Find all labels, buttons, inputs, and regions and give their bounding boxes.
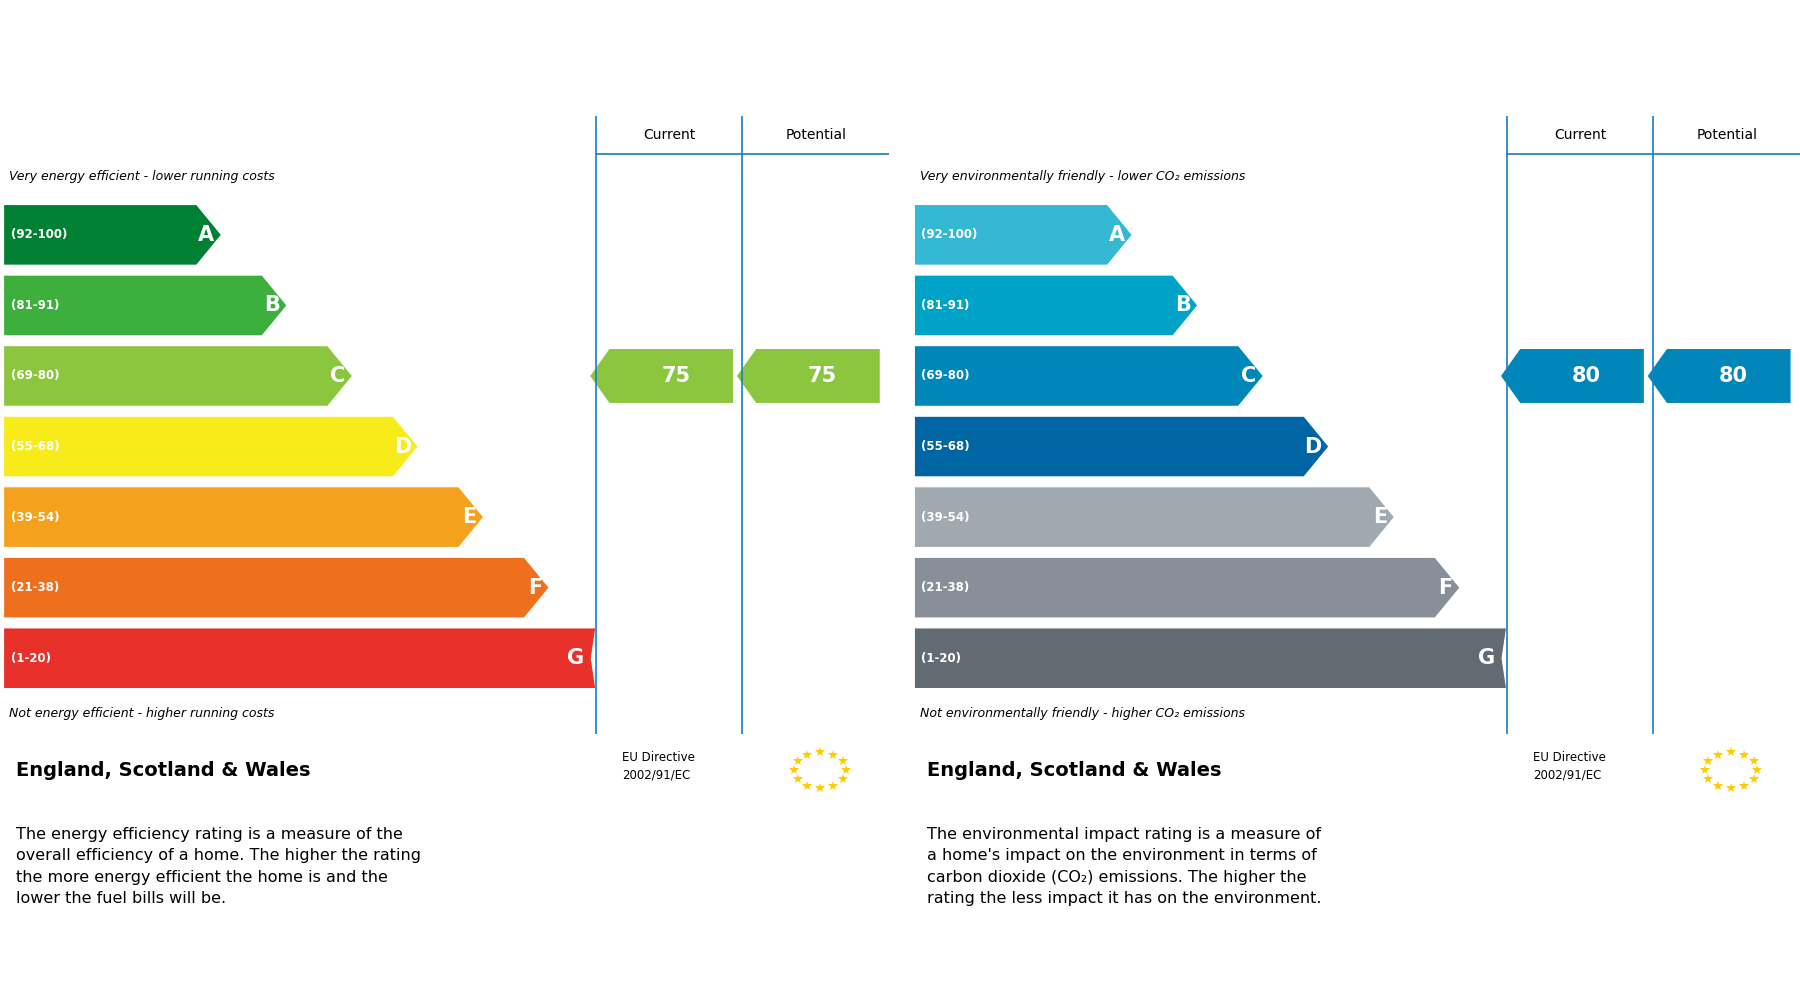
Text: The environmental impact rating is a measure of
a home's impact on the environme: The environmental impact rating is a mea… [927,827,1321,906]
Text: B: B [265,295,281,316]
Polygon shape [1501,349,1645,403]
Text: Not energy efficient - higher running costs: Not energy efficient - higher running co… [9,708,274,720]
Text: Potential: Potential [785,128,846,142]
Text: G: G [567,648,585,668]
Text: F: F [1438,578,1453,598]
Text: (21-38): (21-38) [11,582,59,594]
Text: England, Scotland & Wales: England, Scotland & Wales [16,761,311,779]
Text: C: C [329,366,346,386]
Polygon shape [4,416,418,477]
Polygon shape [736,349,880,403]
Polygon shape [4,275,286,336]
Text: Environmental Impact (CO₂) Rating: Environmental Impact (CO₂) Rating [927,70,1393,94]
Polygon shape [914,346,1264,406]
Text: 80: 80 [1719,366,1748,386]
Polygon shape [4,346,353,406]
Text: (55-68): (55-68) [11,440,59,453]
Text: Energy Efficiency Rating: Energy Efficiency Rating [16,70,342,94]
Polygon shape [4,487,484,547]
Text: D: D [394,436,410,457]
Polygon shape [590,349,734,403]
Text: (69-80): (69-80) [922,370,970,382]
Polygon shape [1647,349,1791,403]
Polygon shape [914,205,1132,265]
Text: (92-100): (92-100) [922,229,977,241]
Text: D: D [1305,436,1321,457]
Text: Potential: Potential [1696,128,1757,142]
Text: The energy efficiency rating is a measure of the
overall efficiency of a home. T: The energy efficiency rating is a measur… [16,827,421,906]
Text: Very energy efficient - lower running costs: Very energy efficient - lower running co… [9,170,275,183]
Polygon shape [4,205,221,265]
Text: (55-68): (55-68) [922,440,970,453]
Text: (69-80): (69-80) [11,370,59,382]
Text: Very environmentally friendly - lower CO₂ emissions: Very environmentally friendly - lower CO… [920,170,1246,183]
Text: (92-100): (92-100) [11,229,67,241]
Text: (21-38): (21-38) [922,582,970,594]
Text: C: C [1240,366,1256,386]
Text: (39-54): (39-54) [11,511,59,523]
Polygon shape [914,628,1507,688]
Polygon shape [4,628,596,688]
Text: Current: Current [643,128,695,142]
Polygon shape [4,557,549,618]
Text: 80: 80 [1571,366,1600,386]
Text: (39-54): (39-54) [922,511,970,523]
Text: (1-20): (1-20) [11,652,50,664]
Text: EU Directive
2002/91/EC: EU Directive 2002/91/EC [1534,752,1606,781]
Polygon shape [914,487,1395,547]
Text: England, Scotland & Wales: England, Scotland & Wales [927,761,1222,779]
Text: A: A [1109,225,1125,245]
Polygon shape [914,275,1197,336]
Text: E: E [1373,507,1388,527]
Polygon shape [914,416,1328,477]
Text: 75: 75 [661,366,691,386]
Polygon shape [914,557,1460,618]
Text: Not environmentally friendly - higher CO₂ emissions: Not environmentally friendly - higher CO… [920,708,1244,720]
Text: A: A [198,225,214,245]
Text: (81-91): (81-91) [11,299,59,311]
Text: 75: 75 [808,366,837,386]
Text: (81-91): (81-91) [922,299,970,311]
Text: EU Directive
2002/91/EC: EU Directive 2002/91/EC [623,752,695,781]
Text: Current: Current [1553,128,1606,142]
Text: (1-20): (1-20) [922,652,961,664]
Text: G: G [1478,648,1496,668]
Text: E: E [463,507,477,527]
Text: B: B [1175,295,1192,316]
Text: F: F [527,578,542,598]
